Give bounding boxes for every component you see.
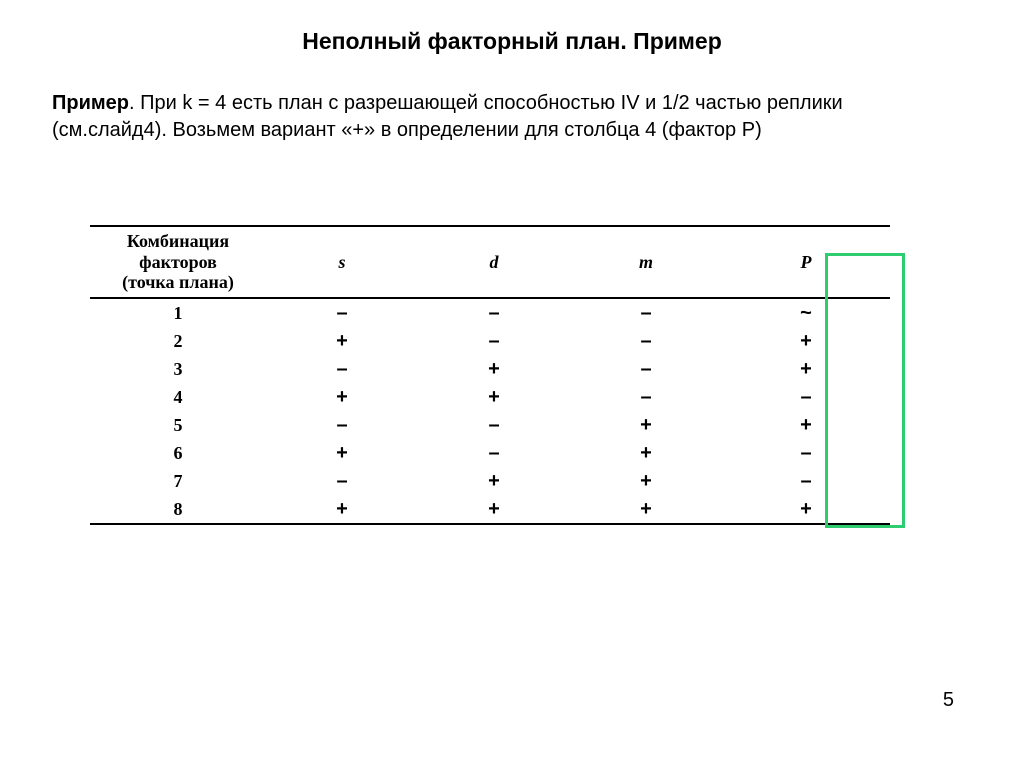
cell-m: + <box>570 411 722 439</box>
cell-d: – <box>418 327 570 355</box>
cell-d: – <box>418 411 570 439</box>
paragraph-lead: Пример <box>52 92 129 114</box>
cell-d: + <box>418 383 570 411</box>
cell-rownum: 4 <box>90 383 266 411</box>
cell-m: – <box>570 355 722 383</box>
cell-m: – <box>570 298 722 327</box>
cell-p: – <box>722 383 890 411</box>
cell-rownum: 5 <box>90 411 266 439</box>
table-row: 6+–+– <box>90 439 890 467</box>
cell-s: – <box>266 467 418 495</box>
cell-p: + <box>722 495 890 524</box>
factorial-table: Комбинацияфакторов(точка плана) s d m P … <box>90 225 890 525</box>
paragraph-rest: . При k = 4 есть план с разрешающей спос… <box>52 92 843 141</box>
cell-s: – <box>266 298 418 327</box>
cell-d: – <box>418 439 570 467</box>
cell-m: – <box>570 327 722 355</box>
cell-p: – <box>722 467 890 495</box>
example-paragraph: Пример. При k = 4 есть план с разрешающе… <box>52 90 962 144</box>
cell-m: + <box>570 439 722 467</box>
cell-s: + <box>266 439 418 467</box>
table-row: 8++++ <box>90 495 890 524</box>
cell-rownum: 3 <box>90 355 266 383</box>
page-number: 5 <box>943 689 954 712</box>
table-body: 1–––~2+––+3–+–+4++––5––++6+–+–7–++–8++++ <box>90 298 890 524</box>
table-row: 5––++ <box>90 411 890 439</box>
cell-s: + <box>266 495 418 524</box>
table-row: 7–++– <box>90 467 890 495</box>
cell-d: + <box>418 495 570 524</box>
cell-d: + <box>418 467 570 495</box>
table-row: 4++–– <box>90 383 890 411</box>
factorial-table-wrap: Комбинацияфакторов(точка плана) s d m P … <box>90 225 890 525</box>
cell-rownum: 7 <box>90 467 266 495</box>
header-s: s <box>266 226 418 298</box>
cell-m: + <box>570 467 722 495</box>
header-p: P <box>722 226 890 298</box>
table-row: 2+––+ <box>90 327 890 355</box>
cell-s: – <box>266 411 418 439</box>
header-combo: Комбинацияфакторов(точка плана) <box>90 226 266 298</box>
cell-p: + <box>722 327 890 355</box>
slide: Неполный факторный план. Пример Пример. … <box>0 0 1024 767</box>
cell-d: – <box>418 298 570 327</box>
cell-rownum: 6 <box>90 439 266 467</box>
cell-rownum: 2 <box>90 327 266 355</box>
cell-d: + <box>418 355 570 383</box>
cell-m: – <box>570 383 722 411</box>
header-d: d <box>418 226 570 298</box>
table-header-row: Комбинацияфакторов(точка плана) s d m P <box>90 226 890 298</box>
page-title: Неполный факторный план. Пример <box>0 28 1024 55</box>
cell-s: + <box>266 327 418 355</box>
table-row: 1–––~ <box>90 298 890 327</box>
cell-p: – <box>722 439 890 467</box>
cell-rownum: 8 <box>90 495 266 524</box>
table-row: 3–+–+ <box>90 355 890 383</box>
cell-p: ~ <box>722 298 890 327</box>
cell-m: + <box>570 495 722 524</box>
header-m: m <box>570 226 722 298</box>
cell-rownum: 1 <box>90 298 266 327</box>
cell-s: – <box>266 355 418 383</box>
cell-p: + <box>722 355 890 383</box>
cell-s: + <box>266 383 418 411</box>
cell-p: + <box>722 411 890 439</box>
